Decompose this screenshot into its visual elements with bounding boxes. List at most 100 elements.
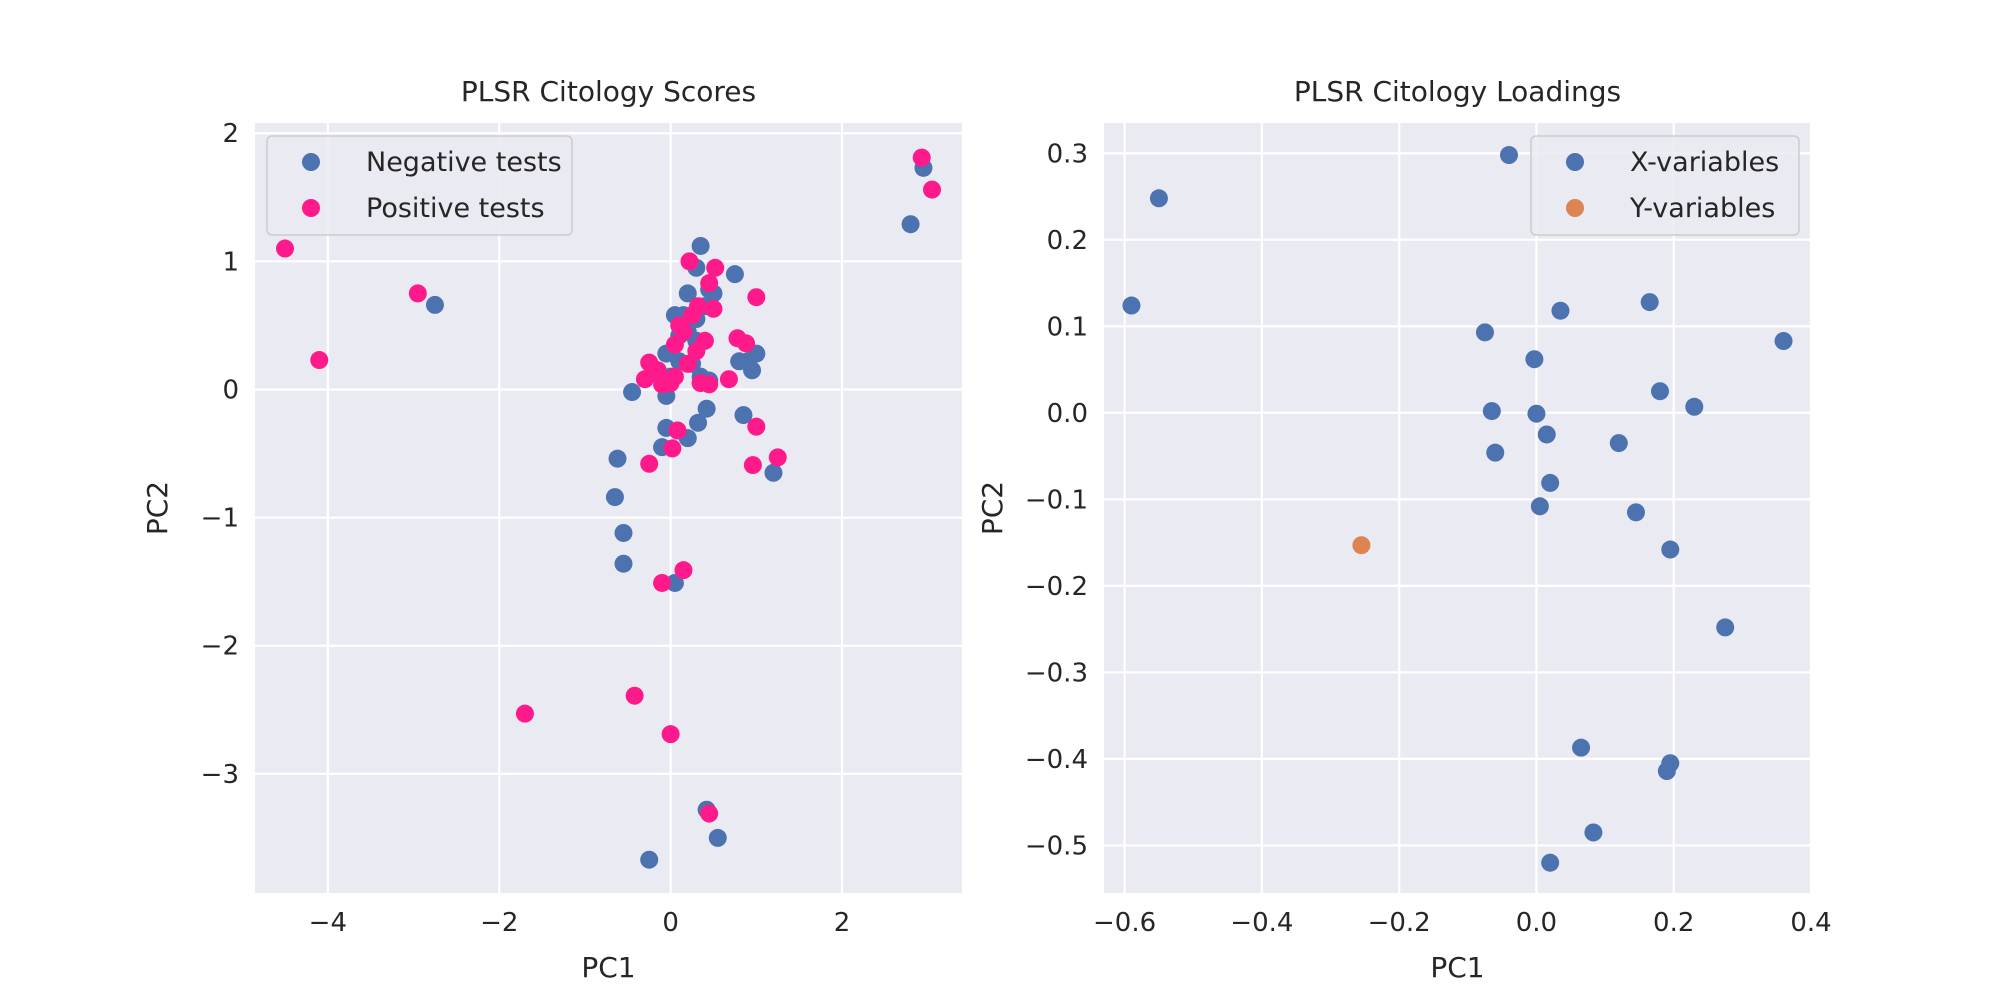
loadings-plot: −0.6 −0.4 −0.2 0.0 0.2 0.4 −0.5 −0.4 −0.3 −0.2 −0.… [976,75,1832,984]
x-tick-label: 2 [834,908,851,938]
positive-tests-point [408,284,427,303]
x-variables-point [1640,293,1659,312]
x-tick-label: −0.2 [1368,908,1431,938]
x-variables-point [1525,350,1544,369]
x-tick-label: 0.2 [1653,908,1694,938]
y-tick-label: 0 [222,375,239,405]
negative-tests-point [901,215,920,234]
x-variables-point [1774,332,1793,351]
positive-tests-point [704,299,723,318]
y-tick-label: −0.3 [1025,658,1088,688]
negative-tests-point [614,554,633,573]
negative-tests-point [614,523,633,542]
y-tick-label: 2 [222,119,239,149]
negative-tests-point [608,449,627,468]
positive-tests-point [674,561,693,580]
x-tick-label: −0.4 [1230,908,1293,938]
x-variables-point [1541,853,1560,872]
scores-x-axis-label: PC1 [581,951,635,984]
x-variables-point [1685,397,1704,416]
x-variables-point [1716,618,1735,637]
y-tick-label: 1 [222,247,239,277]
positive-tests-point [665,335,684,354]
scores-points [275,148,942,869]
positive-tests-point [678,354,697,373]
scores-plot: −4 −2 0 2 −3 −2 −1 0 1 2 PLSR Citology Scores PC1… [141,75,962,984]
x-variables-point [1584,823,1603,842]
y-tick-label: 0.1 [1047,312,1088,342]
x-variables-point [1475,323,1494,342]
positive-tests-point [706,258,725,277]
x-tick-label: −0.6 [1093,908,1156,938]
scores-title: PLSR Citology Scores [461,75,756,108]
positive-tests-point [700,375,719,394]
positive-tests-point [747,417,766,436]
positive-tests-point [275,239,294,258]
legend-label-positive-tests: Positive tests [366,193,545,224]
x-variables-point [1661,540,1680,559]
positive-tests-point [747,288,766,307]
loadings-legend: X-variables Y-variables [1530,135,1800,236]
positive-tests-point [653,573,672,592]
x-tick-label: 0.4 [1790,908,1831,938]
positive-tests-point [648,361,667,380]
positive-tests-point [700,804,719,823]
negative-tests-point [708,828,727,847]
y-tick-label: −1 [201,504,239,534]
y-tick-label: −0.5 [1025,831,1088,861]
negative-tests-point [697,399,716,418]
scores-axes-background [255,123,962,893]
y-tick-label: −0.1 [1025,485,1088,515]
y-tick-label: −2 [201,632,239,662]
positive-tests-point [663,439,682,458]
negative-tests-point [605,488,624,507]
negative-tests-point [734,406,753,425]
positive-tests-point [923,180,942,199]
negative-tests-point [425,295,444,314]
y-tick-label: 0.3 [1047,139,1088,169]
x-tick-label: −4 [309,908,347,938]
y-tick-label: −0.2 [1025,572,1088,602]
x-variables-point [1149,189,1168,208]
x-tick-label: 0 [662,908,679,938]
positive-tests-point [683,306,702,325]
negative-tests-point [665,573,684,592]
positive-tests-point [625,686,644,705]
positive-tests-point [719,370,738,389]
positive-tests-point [737,334,756,353]
positive-tests-point [680,252,699,271]
x-variables-point [1650,382,1669,401]
y-tick-label: 0.0 [1047,399,1088,429]
loadings-points [1122,146,1793,872]
y-tick-label: 0.2 [1047,226,1088,256]
legend-marker-x-variables [1566,153,1584,171]
negative-tests-point [764,463,783,482]
positive-tests-point [640,454,659,473]
x-variables-point [1609,434,1628,453]
negative-tests-point [640,850,659,869]
x-variables-point [1499,146,1518,165]
positive-tests-point [687,342,706,361]
negative-tests-point [678,284,697,303]
loadings-tick-labels: −0.6 −0.4 −0.2 0.0 0.2 0.4 −0.5 −0.4 −0.3 −0.2 −0.… [1025,139,1832,938]
y-tick-label: −3 [201,760,239,790]
x-variables-point [1122,296,1141,315]
positive-tests-point [912,148,931,167]
scores-tick-labels: −4 −2 0 2 −3 −2 −1 0 1 2 [201,119,851,938]
negative-tests-point [725,265,744,284]
x-variables-point [1657,762,1676,781]
scores-grid [255,123,962,893]
negative-tests-point [691,236,710,255]
positive-tests-point [310,351,329,370]
positive-tests-point [653,375,672,394]
legend-label-y-variables: Y-variables [1629,193,1775,224]
loadings-y-axis-label: PC2 [976,481,1009,535]
x-variables-point [1486,443,1505,462]
negative-tests-point [623,383,642,402]
x-variables-point [1537,425,1556,444]
x-variables-point [1626,503,1645,522]
loadings-title: PLSR Citology Loadings [1294,75,1621,108]
y-variables-point [1352,536,1371,555]
x-variables-point [1541,473,1560,492]
